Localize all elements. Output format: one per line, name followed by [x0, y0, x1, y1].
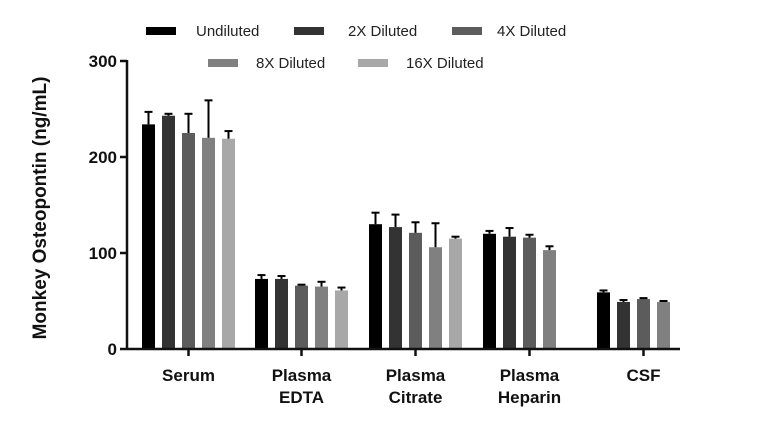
x-tick-label-1: Plasma EDTA — [272, 366, 332, 407]
legend-label-4: 16X Diluted — [406, 55, 484, 72]
bar-3-2 — [429, 247, 442, 349]
x-tick-label-line: Plasma — [272, 366, 332, 385]
x-tick-label-line: EDTA — [279, 388, 324, 407]
x-tick-label-line: Citrate — [389, 388, 443, 407]
bar-4-1 — [335, 290, 348, 349]
bar-4-0 — [222, 138, 235, 349]
legend-swatch-4 — [358, 59, 388, 67]
y-tick-label-2: 200 — [89, 148, 117, 167]
x-tick-label-line: Plasma — [386, 366, 446, 385]
bar-4-2 — [449, 238, 462, 349]
bar-2-1 — [295, 285, 308, 349]
legend-label-3: 8X Diluted — [256, 55, 325, 72]
x-tick-label-line: CSF — [627, 366, 661, 385]
legend-swatch-1 — [294, 27, 324, 35]
bar-1-4 — [617, 301, 630, 349]
bar-3-4 — [657, 301, 670, 349]
legend-label-1: 2X Diluted — [348, 23, 417, 40]
bar-1-1 — [275, 278, 288, 349]
bar-0-3 — [483, 233, 496, 349]
y-tick-label-3: 300 — [89, 52, 117, 71]
x-tick-label-2: Plasma Citrate — [386, 366, 446, 407]
x-tick-label-0: Serum — [162, 366, 215, 385]
x-tick-label-line: Plasma — [500, 366, 560, 385]
bar-3-0 — [202, 137, 215, 349]
legend-swatch-0 — [146, 27, 176, 35]
bar-0-4 — [597, 292, 610, 349]
bar-0-2 — [369, 224, 382, 349]
bars-layer — [142, 99, 670, 349]
bar-2-3 — [523, 237, 536, 349]
legend-swatch-3 — [208, 59, 238, 67]
bar-0-0 — [142, 124, 155, 349]
x-tick-label-line: Heparin — [498, 388, 561, 407]
bar-3-1 — [315, 286, 328, 349]
bar-1-0 — [162, 115, 175, 349]
bar-0-1 — [255, 278, 268, 349]
legend-label-2: 4X Diluted — [497, 23, 566, 40]
bar-3-3 — [543, 250, 556, 349]
y-axis-label: Monkey Osteopontin (ng/mL) — [30, 77, 51, 340]
x-tick-label-line: Serum — [162, 366, 215, 385]
bar-1-3 — [503, 236, 516, 349]
y-tick-label-1: 100 — [89, 244, 117, 263]
legend-label-0: Undiluted — [196, 23, 259, 40]
bar-2-2 — [409, 232, 422, 349]
x-tick-label-3: Plasma Heparin — [498, 366, 561, 407]
legend: Undiluted 2X Diluted 4X Diluted 8X Diluted 1… — [146, 23, 566, 72]
y-tick-label-0: 0 — [108, 340, 117, 359]
bar-2-4 — [637, 299, 650, 349]
legend-swatch-2 — [452, 27, 482, 35]
bar-2-0 — [182, 133, 195, 349]
bar-1-2 — [389, 227, 402, 349]
x-tick-label-4: CSF — [627, 366, 661, 385]
